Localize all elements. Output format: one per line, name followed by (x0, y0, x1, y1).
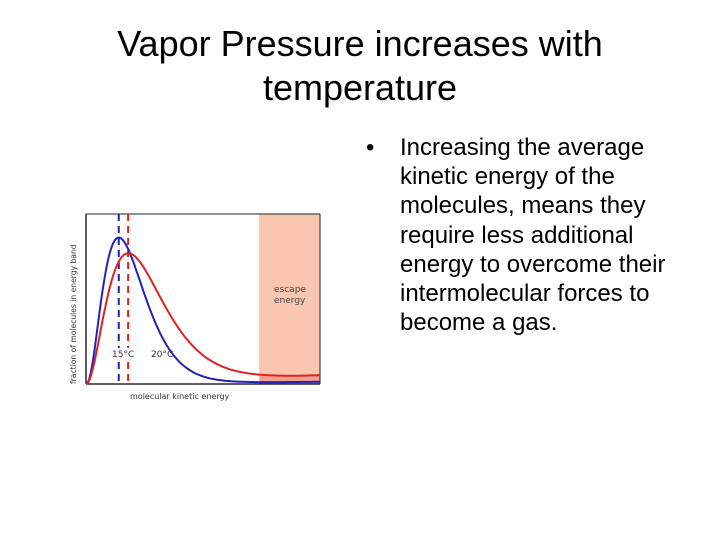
escape-energy-region (259, 214, 320, 384)
bullet-list: • Increasing the average kinetic energy … (366, 133, 686, 337)
x-axis-label: molecular kinetic energy (130, 392, 230, 401)
bullet-item: • Increasing the average kinetic energy … (366, 133, 686, 337)
title-line-1: Vapor Pressure increases with (117, 23, 603, 64)
escape-energy-label-line2: energy (274, 296, 306, 306)
series-label-20c: 20°C (151, 350, 173, 360)
series-line-20c (85, 252, 320, 385)
series-label-15c: 15°C (112, 350, 134, 360)
energy-distribution-diagram: 15°C 20°C escape energy molecular kineti… (62, 206, 324, 406)
bullet-symbol: • (366, 134, 375, 161)
series-line-15c (85, 236, 320, 385)
title-line-2: temperature (262, 67, 458, 108)
escape-energy-label-line1: escape (274, 285, 306, 295)
y-axis-label: fraction of molecules in energy band (69, 244, 78, 384)
distribution-chart-svg: 15°C 20°C escape energy molecular kineti… (69, 213, 321, 401)
bullet-text: Increasing the average kinetic energy of… (400, 134, 666, 337)
slide-title: Vapor Pressure increases with temperatur… (40, 22, 680, 110)
